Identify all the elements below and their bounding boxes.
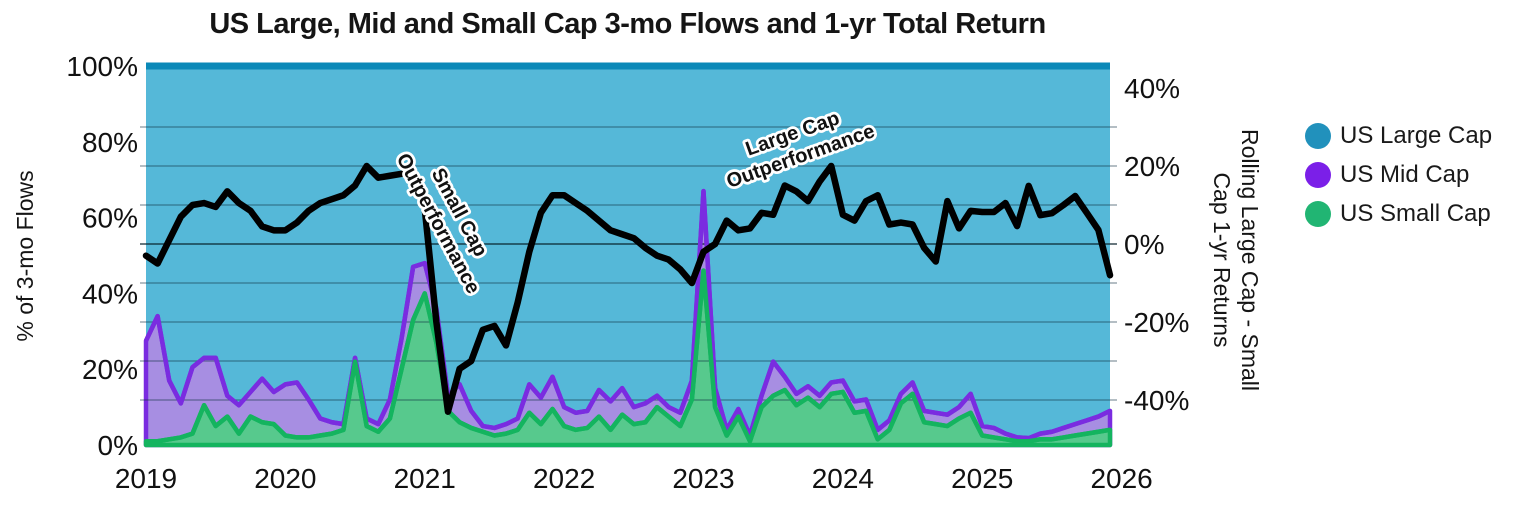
large-cap-area — [146, 66, 1110, 445]
y-left-tick-label: 20% — [82, 354, 138, 385]
legend: US Large Cap US Mid Cap US Small Cap — [1305, 122, 1492, 228]
chart-title: US Large, Mid and Small Cap 3-mo Flows a… — [209, 8, 1046, 40]
right-axis-title-line1: Rolling Large Cap - Small — [1237, 128, 1263, 392]
small-cap-legend-marker-icon — [1305, 201, 1331, 227]
y-right-tick-label: 40% — [1124, 73, 1180, 104]
right-axis-title-line2: Cap 1-yr Returns — [1209, 172, 1235, 348]
y-right-tick-label: -20% — [1124, 307, 1189, 338]
x-tick-label: 2026 — [1090, 463, 1152, 494]
x-tick-label: 2023 — [672, 463, 734, 494]
legend-label: US Mid Cap — [1340, 161, 1470, 188]
legend-item-small-cap: US Small Cap — [1305, 200, 1492, 228]
large-cap-legend-marker-icon — [1305, 123, 1331, 149]
small-cap-area-edge — [146, 268, 1111, 444]
y-right-tick-label: 20% — [1124, 151, 1180, 182]
x-tick-label: 2021 — [394, 463, 456, 494]
x-tick-label: 2025 — [951, 463, 1013, 494]
y-left-tick-label: 60% — [82, 203, 138, 234]
left-axis-title: % of 3-mo Flows — [12, 170, 38, 342]
y-left-tick-label: 80% — [82, 127, 138, 158]
legend-label: US Small Cap — [1340, 200, 1491, 227]
right-axis-title: Rolling Large Cap - Small Cap 1-yr Retur… — [1208, 100, 1264, 420]
y-left-tick-label: 100% — [66, 51, 138, 82]
y-left-tick-label: 40% — [82, 278, 138, 309]
mid-cap-area-edge — [143, 188, 1111, 441]
legend-item-large-cap: US Large Cap — [1305, 122, 1492, 150]
y-left-tick-label: 0% — [98, 430, 138, 461]
x-tick-label: 2022 — [533, 463, 595, 494]
x-tick-label: 2020 — [254, 463, 316, 494]
x-tick-label: 2019 — [115, 463, 177, 494]
x-tick-label: 2024 — [812, 463, 874, 494]
returns-spread-line — [142, 162, 1114, 415]
legend-item-mid-cap: US Mid Cap — [1305, 161, 1492, 189]
y-right-tick-label: -40% — [1124, 385, 1189, 416]
mid-cap-legend-marker-icon — [1305, 162, 1331, 188]
legend-label: US Large Cap — [1340, 122, 1493, 149]
y-right-tick-label: 0% — [1124, 229, 1164, 260]
